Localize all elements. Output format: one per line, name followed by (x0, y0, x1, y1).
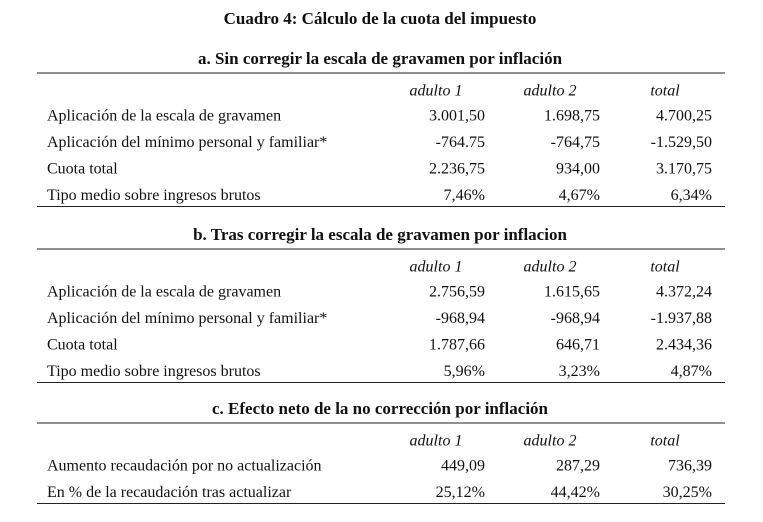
cell-value: 2.756,59 (429, 284, 485, 301)
column-header: adulto 1 (410, 259, 463, 276)
cell-value: 3,23% (559, 363, 600, 380)
column-header: adulto 1 (410, 83, 463, 100)
column-header: adulto 2 (524, 259, 577, 276)
cell-value: 7,46% (444, 187, 485, 204)
cell-value: 25,12% (436, 484, 485, 501)
cell-value: 30,25% (663, 484, 712, 501)
row-label: En % de la recaudación tras actualizar (47, 484, 292, 501)
cell-value: 2.434,36 (656, 337, 712, 354)
row-label: Aumento recaudación por no actualización (47, 458, 322, 475)
cell-value: 736,39 (668, 458, 712, 475)
cell-value: 3.170,75 (656, 161, 712, 178)
column-header: adulto 2 (524, 83, 577, 100)
row-label: Aplicación de la escala de gravamen (47, 108, 281, 125)
cell-value: 1.615,65 (544, 284, 600, 301)
cell-value: -1.937,88 (651, 310, 712, 327)
cell-value: 3.001,50 (429, 108, 485, 125)
section-heading: c. Efecto neto de la no corrección por i… (212, 399, 549, 418)
cell-value: 449,09 (441, 458, 485, 475)
section-heading: b. Tras corregir la escala de gravamen p… (193, 225, 567, 244)
column-header: total (650, 259, 680, 276)
cell-value: 44,42% (551, 484, 600, 501)
row-label: Tipo medio sobre ingresos brutos (47, 187, 261, 204)
cell-value: -968,94 (551, 310, 600, 327)
cell-value: 1.787,66 (429, 337, 485, 354)
row-label: Tipo medio sobre ingresos brutos (47, 363, 261, 380)
cell-value: 5,96% (444, 363, 485, 380)
cell-value: 4,67% (559, 187, 600, 204)
section-heading: a. Sin corregir la escala de gravamen po… (198, 49, 563, 68)
cell-value: 2.236,75 (429, 161, 485, 178)
cell-value: 646,71 (556, 337, 600, 354)
row-label: Aplicación del mínimo personal y familia… (47, 134, 327, 151)
row-label: Cuota total (47, 337, 118, 354)
cell-value: -968,94 (436, 310, 485, 327)
column-header: adulto 1 (410, 433, 463, 450)
column-header: total (650, 433, 680, 450)
cell-value: -764,75 (551, 134, 600, 151)
row-label: Aplicación del mínimo personal y familia… (47, 310, 327, 327)
cell-value: 4.700,25 (656, 108, 712, 125)
cell-value: 1.698,75 (544, 108, 600, 125)
cell-value: 4,87% (671, 363, 712, 380)
column-header: adulto 2 (524, 433, 577, 450)
column-header: total (650, 83, 680, 100)
row-label: Aplicación de la escala de gravamen (47, 284, 281, 301)
title: Cuadro 4: Cálculo de la cuota del impues… (224, 9, 537, 28)
cell-value: 934,00 (556, 161, 600, 178)
cell-value: -764.75 (436, 134, 485, 151)
cell-value: -1.529,50 (651, 134, 712, 151)
cell-value: 4.372,24 (656, 284, 712, 301)
row-label: Cuota total (47, 161, 118, 178)
cell-value: 6,34% (671, 187, 712, 204)
cell-value: 287,29 (556, 458, 600, 475)
